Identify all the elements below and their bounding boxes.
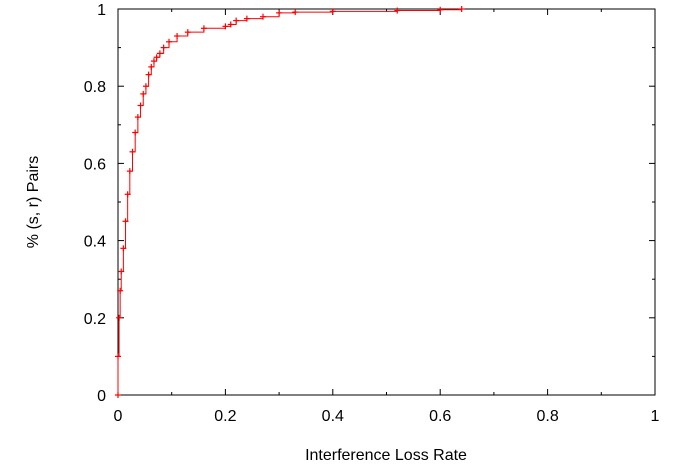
data-point: [132, 129, 139, 136]
data-point: [120, 245, 127, 252]
data-point: [150, 58, 157, 65]
x-tick-label: 1: [651, 408, 660, 425]
data-point: [227, 21, 234, 28]
data-point: [200, 25, 207, 32]
data-point: [117, 287, 124, 294]
y-axis-label: % (s, r) Pairs: [25, 156, 42, 248]
data-point: [124, 191, 131, 198]
tick-labels: 0 0.2 0.4 0.6 0.8 1 0 0.2 0.4 0.6 0.8 1: [84, 2, 660, 425]
data-point: [292, 9, 299, 16]
series-group: [115, 6, 465, 398]
x-tick-label: 0.4: [322, 408, 344, 425]
data-point: [166, 38, 173, 45]
data-point: [329, 8, 336, 15]
y-tick-label: 0.2: [84, 311, 106, 328]
y-tick-label: 0: [97, 388, 106, 405]
y-tick-label: 1: [97, 2, 106, 19]
data-point: [156, 50, 163, 57]
data-point: [243, 15, 250, 22]
data-point: [233, 17, 240, 24]
data-point: [437, 6, 444, 13]
data-point: [148, 63, 155, 70]
x-tick-label: 0: [114, 408, 123, 425]
data-point: [137, 102, 144, 109]
y-tick-label: 0.6: [84, 156, 106, 173]
data-point: [222, 23, 229, 30]
tick-marks: [117, 8, 656, 396]
data-point: [276, 9, 283, 16]
series-line: [117, 9, 463, 395]
data-point: [184, 29, 191, 36]
x-tick-label: 0.6: [429, 408, 451, 425]
x-axis-label: Interference Loss Rate: [305, 447, 467, 464]
plot-frame: [117, 8, 656, 396]
y-tick-label: 0.4: [84, 234, 106, 251]
data-point: [160, 44, 167, 51]
data-point: [115, 353, 121, 360]
data-point: [126, 168, 133, 175]
data-point: [142, 83, 149, 90]
data-point: [122, 218, 129, 225]
x-tick-label: 0.2: [214, 408, 236, 425]
data-point: [145, 71, 152, 78]
data-point: [115, 392, 121, 398]
x-tick-label: 0.8: [536, 408, 558, 425]
data-point: [394, 7, 401, 14]
data-point: [116, 314, 123, 321]
data-point: [153, 54, 160, 61]
data-point: [118, 268, 125, 275]
y-tick-label: 0.8: [84, 79, 106, 96]
data-point: [134, 114, 141, 121]
data-point: [140, 90, 147, 97]
data-point: [129, 148, 136, 155]
data-point: [458, 6, 465, 12]
data-point: [174, 33, 181, 40]
data-point: [259, 13, 266, 20]
